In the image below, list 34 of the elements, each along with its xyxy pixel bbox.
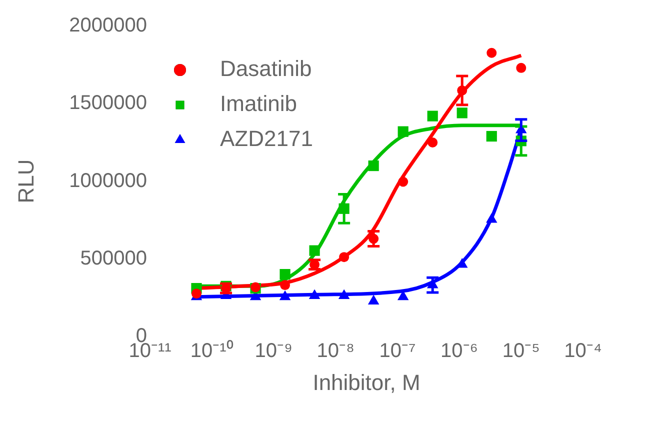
point [339, 252, 350, 262]
y-tick-label: 500000 [80, 247, 147, 270]
x-tick-label: 10⁻⁸ [316, 340, 354, 362]
point [486, 48, 497, 58]
y-tick-label: 1000000 [69, 170, 147, 192]
legend-label: Dasatinib [220, 56, 312, 82]
point [486, 130, 497, 142]
y-axis-title: RLU [13, 159, 38, 204]
legend-label: AZD2171 [220, 126, 313, 152]
point [368, 294, 380, 304]
point [398, 126, 408, 137]
legend-label: Imatinib [220, 91, 298, 116]
y-tick-label: 2000000 [69, 14, 147, 37]
x-tick-label: 10⁻¹⁰ [190, 339, 234, 362]
x-axis-title: Inhibitor, M [312, 370, 420, 395]
point [308, 289, 320, 300]
point [368, 160, 379, 172]
point [398, 176, 408, 187]
x-tick-label: 10⁻⁹ [254, 340, 293, 362]
x-tick-label: 10⁻⁷ [379, 340, 416, 362]
point [279, 290, 291, 300]
point [280, 269, 290, 280]
point [516, 62, 526, 73]
point [309, 245, 320, 256]
y-tick-label: 1500000 [69, 92, 147, 114]
point [427, 110, 438, 122]
x-tick-label: 10⁻⁵ [502, 340, 540, 362]
point [486, 213, 498, 223]
point [456, 108, 468, 118]
point [280, 280, 290, 290]
point [428, 137, 438, 148]
point [338, 289, 350, 300]
x-tick-label: 10⁻⁴ [564, 340, 602, 362]
x-tick-label: 10⁻⁶ [440, 340, 478, 362]
